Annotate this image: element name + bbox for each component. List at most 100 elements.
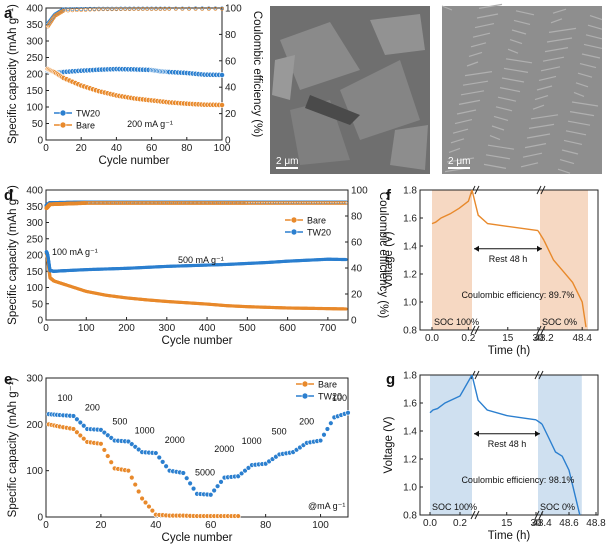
sem-texture-stripe [530,114,559,120]
ce-point-bare [61,8,66,13]
ce-point-bare [123,201,128,205]
y-tick-label: 100 [26,103,43,114]
rate-label: 500 [272,427,287,437]
ce-point-bare [172,201,177,205]
soc-empty-label: SOC 0% [540,502,575,512]
y-tick-label: 0 [37,513,43,524]
y-tick-label: 350 [26,202,43,213]
ce-point-bare [214,201,219,205]
ce-point-bare [229,201,234,205]
ce-point-bare [202,201,207,205]
x-tick-label: 100 [214,143,231,154]
ce-point-bare [103,201,107,205]
axis-break-mark [474,325,480,335]
x-axis-label: Time (h) [488,530,531,542]
y-tick-label: 1.2 [403,270,417,281]
voltage-curve-charge [431,189,473,225]
ce-point-bare [104,201,109,205]
panel-letter-d: d [4,187,13,204]
data-point-tw20 [70,413,77,419]
ce-point-bare [101,7,106,12]
ce-point-tw20 [70,7,75,12]
x-tick-label: 15 [501,518,513,529]
data-point-tw20 [317,437,324,444]
sem-texture-stripe [487,144,515,150]
ce-point-bare [89,201,94,205]
rate-label: 200 [299,416,314,426]
ce-point-bare [158,201,162,205]
y-tick-label: 100 [26,466,43,477]
sem-texture-stripe [503,67,529,73]
x-tick-label: 48.4 [572,333,592,344]
sem-texture-stripe [483,163,507,169]
ce-point-bare [66,8,70,13]
ce-point-bare [115,201,120,205]
ce-point-bare [213,6,218,11]
x-tick-label: 60 [146,143,158,154]
ce-point-bare [84,201,89,205]
data-point-bare [146,503,152,510]
ce-point-bare [131,201,136,205]
sem-texture-stripe [501,77,525,83]
ce-point-bare [136,201,141,205]
soc-full-band [430,375,472,515]
x-tick-label: 100 [78,323,95,334]
ce-point-bare [99,201,103,205]
sem-texture-stripe [546,37,573,43]
sem-texture-stripe [515,10,535,16]
x-tick-label: 30 [532,333,544,344]
rate-label: 1000 [242,436,262,446]
ce-point-bare [96,7,101,12]
ce-point-bare [236,201,240,205]
panel-letter-f: f [386,187,392,204]
ce-point-bare [74,8,79,13]
ce-point-bare [205,201,209,205]
data-point-bare [105,453,111,459]
ce-point-bare [220,6,224,11]
ce-point-bare [152,201,157,205]
ce-point-bare [171,201,176,205]
x-tick-label: 0 [43,143,49,154]
sem-texture-stripe [446,157,475,163]
sem-texture-stripe [561,149,579,155]
ce-point-bare [182,201,187,205]
ce-point-bare [158,7,163,11]
axis-break-mark [534,510,540,520]
ce-point-bare [92,7,97,12]
ce-point-bare [114,7,119,12]
ce-point-bare [91,201,95,205]
ce-point-bare [181,201,185,205]
y-tick-label: 1.6 [403,214,417,225]
axis-break-mark [538,510,544,520]
data-point-tw20 [211,487,217,494]
y-tick-label: 400 [26,186,43,197]
ce-point-bare [234,201,239,205]
rate-label: 100 [332,393,347,403]
ce-point-bare [110,7,114,12]
sem-texture-stripe [589,15,603,21]
sem-texture-stripe [548,27,577,33]
data-point-tw20 [238,470,245,477]
axis-break-mark [474,185,480,195]
sem-texture-stripe [458,99,481,105]
y2-tick-label: 40 [225,83,237,94]
sem-texture-stripe [559,159,575,165]
axis-break-mark [534,370,540,380]
annotation-rate-high: 500 mA g⁻¹ [178,255,224,265]
data-point-tw20 [153,450,159,456]
chart-a-cycling-200: 0 20 40 60 80 100050100150200250300350400Cycl… [7,4,263,168]
ce-point-bare [207,201,212,205]
ce-point-bare [195,201,200,205]
y-tick-label: 1.0 [403,483,417,494]
data-point-bare [235,513,241,519]
sem-texture-stripe [583,43,603,49]
y-tick-label: 0.8 [403,511,417,522]
ce-point-bare [163,201,168,205]
ce-point-bare [132,201,137,205]
ce-point-bare [100,201,105,205]
x-tick-label: 40 [150,520,162,531]
ce-point-bare [96,201,101,205]
data-point-bare [74,429,80,435]
y2-tick-label: 100 [351,186,368,197]
ce-point-bare [144,201,149,205]
